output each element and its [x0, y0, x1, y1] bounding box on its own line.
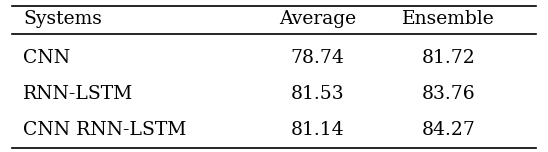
- Text: 78.74: 78.74: [290, 49, 345, 67]
- Text: Systems: Systems: [23, 10, 102, 28]
- Text: 81.53: 81.53: [291, 85, 345, 103]
- Text: 81.14: 81.14: [291, 121, 345, 139]
- Text: RNN-LSTM: RNN-LSTM: [23, 85, 134, 103]
- Text: Average: Average: [279, 10, 356, 28]
- Text: Ensemble: Ensemble: [402, 10, 495, 28]
- Text: CNN: CNN: [23, 49, 70, 67]
- Text: 83.76: 83.76: [421, 85, 475, 103]
- Text: 81.72: 81.72: [421, 49, 475, 67]
- Text: CNN RNN-LSTM: CNN RNN-LSTM: [23, 121, 186, 139]
- Text: 84.27: 84.27: [421, 121, 476, 139]
